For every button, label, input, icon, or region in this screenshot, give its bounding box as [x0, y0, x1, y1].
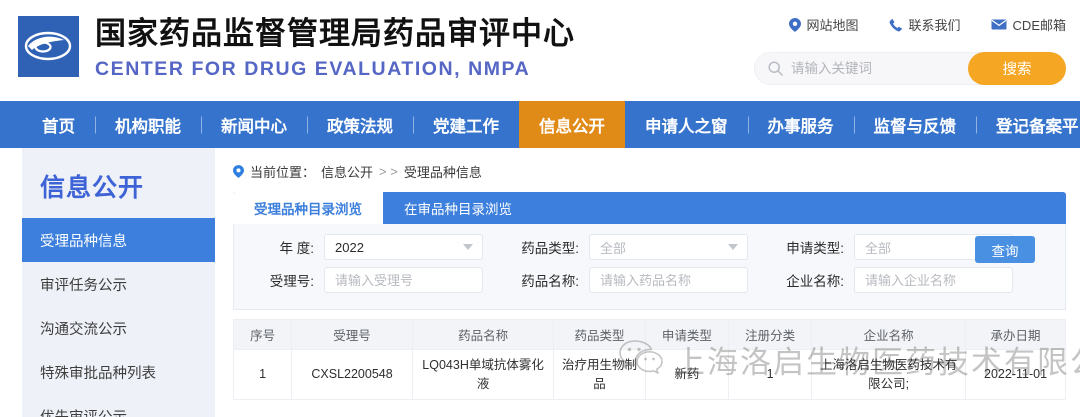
table-row[interactable]: 1 CXSL2200548 LQ043H单域抗体雾化液 治疗用生物制品 新药 1…	[232, 349, 1066, 400]
sidebar-title: 信息公开	[40, 174, 145, 202]
map-pin-icon	[233, 165, 244, 178]
cde-eye-logo-icon	[18, 16, 79, 77]
site-brand[interactable]: 国家药品监督管理局药品审评中心 CENTER FOR DRUG EVALUATI…	[0, 0, 575, 82]
drug-type-select[interactable]: 全部	[589, 234, 748, 260]
sidebar: 信息公开 受理品种信息 审评任务公示 沟通交流公示 特殊审批品种列表 优先审评公…	[22, 148, 215, 417]
utility-link-label: 联系我们	[908, 18, 961, 33]
nav-item-party[interactable]: 党建工作	[413, 101, 519, 148]
sidebar-item-accepted-varieties[interactable]: 受理品种信息	[22, 218, 215, 262]
cell-date: 2022-11-01	[965, 349, 1066, 400]
drug-type-value: 全部	[600, 240, 627, 256]
sidebar-item-priority-review[interactable]: 优先审评公示	[22, 394, 215, 417]
search-input[interactable]	[791, 61, 968, 76]
breadcrumb-current: 受理品种信息	[403, 165, 482, 180]
utility-links: 网站地图 联系我们 CDE邮箱	[788, 15, 1066, 34]
filter-panel: 年 度: 2022 药品类型: 全部 申请类型: 全部	[233, 224, 1066, 310]
page-body: 信息公开 受理品种信息 审评任务公示 沟通交流公示 特殊审批品种列表 优先审评公…	[0, 148, 1080, 417]
application-type-value: 全部	[865, 240, 892, 256]
search-icon	[768, 61, 783, 76]
filter-row-1: 年 度: 2022 药品类型: 全部 申请类型: 全部	[234, 234, 1065, 260]
drug-type-label: 药品类型:	[521, 241, 579, 256]
brand-title-en: CENTER FOR DRUG EVALUATION, NMPA	[95, 58, 531, 80]
phone-icon	[889, 18, 903, 32]
map-pin-icon	[788, 17, 801, 32]
sidebar-item-communication[interactable]: 沟通交流公示	[40, 321, 127, 338]
column-header-acceptance-no: 受理号	[291, 319, 413, 350]
envelope-icon	[991, 19, 1007, 30]
breadcrumb: 当前位置： 信息公开 > > 受理品种信息	[233, 162, 1066, 192]
utility-link-sitemap[interactable]: 网站地图	[788, 15, 859, 34]
year-label: 年 度:	[279, 241, 314, 256]
column-header-drug-type: 药品类型	[553, 319, 646, 350]
utility-link-email[interactable]: CDE邮箱	[991, 15, 1066, 34]
nav-item-applicant-window[interactable]: 申请人之窗	[645, 117, 728, 136]
enterprise-name-field[interactable]	[854, 267, 1013, 293]
nav-item-news[interactable]: 新闻中心	[201, 101, 307, 148]
nav-item-home[interactable]: 首页	[42, 117, 75, 136]
cell-application-type: 新药	[644, 349, 730, 400]
table-header-row: 序号 受理号 药品名称 药品类型 申请类型 注册分类 企业名称 承办日期	[232, 319, 1066, 350]
column-header-application-type: 申请类型	[644, 319, 730, 350]
cell-drug-type: 治疗用生物制品	[553, 349, 646, 400]
query-button[interactable]: 查询	[975, 236, 1035, 263]
enterprise-name-input[interactable]	[855, 272, 1012, 288]
acceptance-no-field[interactable]	[324, 267, 483, 293]
cell-index: 1	[232, 349, 293, 400]
utility-link-label: CDE邮箱	[1012, 18, 1066, 33]
column-header-registration-class: 注册分类	[727, 319, 813, 350]
column-header-drug-name: 药品名称	[411, 319, 555, 350]
tab-bar: 受理品种目录浏览 在审品种目录浏览	[233, 192, 1066, 224]
main-content: 当前位置： 信息公开 > > 受理品种信息 受理品种目录浏览 在审品种目录浏览 …	[215, 148, 1080, 417]
application-type-label: 申请类型:	[786, 241, 844, 256]
nav-item-supervision[interactable]: 监督与反馈	[854, 101, 977, 148]
search-bar: 搜索	[754, 52, 1066, 85]
column-header-enterprise-name: 企业名称	[811, 319, 967, 350]
nav-item-organization[interactable]: 机构职能	[95, 101, 201, 148]
nav-item-services[interactable]: 办事服务	[748, 101, 854, 148]
acceptance-no-label: 受理号:	[269, 274, 314, 289]
column-header-date: 承办日期	[965, 319, 1066, 350]
cell-drug-name: LQ043H单域抗体雾化液	[411, 349, 555, 400]
tab-accepted-catalog[interactable]: 受理品种目录浏览	[233, 192, 383, 224]
breadcrumb-separator: > >	[379, 164, 398, 179]
filter-row-2: 受理号: 药品名称: 企业名称:	[234, 267, 1065, 293]
sidebar-item-special-approval[interactable]: 特殊审批品种列表	[40, 365, 156, 382]
drug-name-input[interactable]	[590, 272, 747, 288]
year-value: 2022	[335, 239, 364, 255]
year-select[interactable]: 2022	[324, 234, 483, 260]
nav-item-information-disclosure[interactable]: 信息公开	[519, 101, 625, 148]
cell-enterprise-name: 上海洛启生物医药技术有限公司;	[811, 349, 967, 400]
search-button[interactable]: 搜索	[968, 52, 1066, 85]
column-header-index: 序号	[232, 319, 293, 350]
sidebar-item-review-tasks[interactable]: 审评任务公示	[40, 277, 127, 294]
drug-name-field[interactable]	[589, 267, 748, 293]
breadcrumb-prefix: 当前位置：	[250, 165, 316, 180]
breadcrumb-section[interactable]: 信息公开	[321, 165, 374, 180]
cell-acceptance-no: CXSL2200548	[291, 349, 413, 400]
chevron-down-icon	[463, 244, 473, 250]
cell-registration-class: 1	[727, 349, 813, 400]
tab-under-review-catalog[interactable]: 在审品种目录浏览	[404, 202, 512, 217]
site-header: 国家药品监督管理局药品审评中心 CENTER FOR DRUG EVALUATI…	[0, 0, 1080, 101]
utility-link-label: 网站地图	[806, 18, 859, 33]
utility-link-contact[interactable]: 联系我们	[889, 15, 961, 34]
nav-item-registration-platform[interactable]: 登记备案平台	[976, 101, 1080, 148]
brand-title-cn: 国家药品监督管理局药品审评中心	[95, 16, 575, 51]
chevron-down-icon	[728, 244, 738, 250]
enterprise-name-label: 企业名称:	[786, 274, 844, 289]
results-table: 序号 受理号 药品名称 药品类型 申请类型 注册分类 企业名称 承办日期 1 C…	[232, 319, 1066, 400]
nav-item-policy[interactable]: 政策法规	[307, 101, 413, 148]
acceptance-no-input[interactable]	[325, 272, 482, 288]
main-navigation: 首页 机构职能 新闻中心 政策法规 党建工作 信息公开 申请人之窗 办事服务 监…	[0, 101, 1080, 148]
results-table-wrap: 序号 受理号 药品名称 药品类型 申请类型 注册分类 企业名称 承办日期 1 C…	[232, 319, 1080, 400]
drug-name-label: 药品名称:	[521, 274, 579, 289]
